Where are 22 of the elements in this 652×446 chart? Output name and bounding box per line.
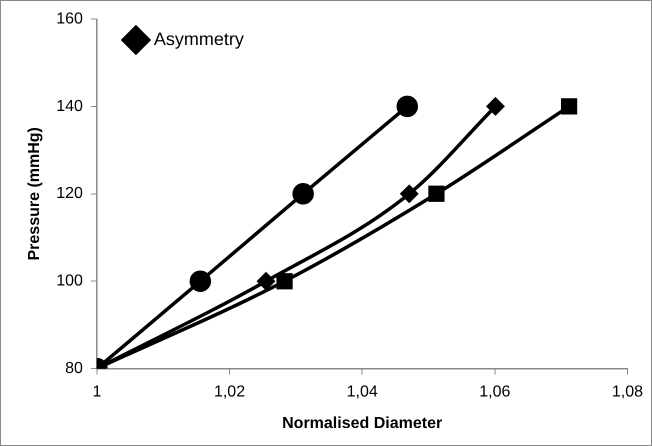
x-tick-label: 1 bbox=[92, 384, 102, 401]
y-tick-label: 160 bbox=[56, 10, 83, 28]
x-tick-label: 1,08 bbox=[612, 384, 644, 401]
x-axis-title: Normalised Diameter bbox=[282, 414, 442, 432]
legend-label: Asymmetry bbox=[154, 28, 244, 49]
point bbox=[428, 186, 445, 202]
y-axis-title: Pressure (mmHg) bbox=[26, 127, 44, 260]
point bbox=[257, 272, 275, 290]
y-tick-label: 80 bbox=[65, 360, 83, 378]
x-tick-label: 1,02 bbox=[214, 384, 246, 401]
y-tick-label: 100 bbox=[56, 272, 83, 290]
y-tick-label: 140 bbox=[56, 98, 83, 115]
point bbox=[292, 183, 314, 205]
point bbox=[560, 98, 578, 115]
point bbox=[396, 96, 418, 118]
point bbox=[400, 185, 418, 203]
x-tick-label: 1,04 bbox=[346, 384, 378, 401]
x-tick-label: 1,06 bbox=[479, 384, 510, 401]
point bbox=[190, 270, 212, 292]
point bbox=[486, 98, 504, 116]
point bbox=[276, 273, 293, 290]
y-tick-label: 120 bbox=[56, 185, 83, 202]
